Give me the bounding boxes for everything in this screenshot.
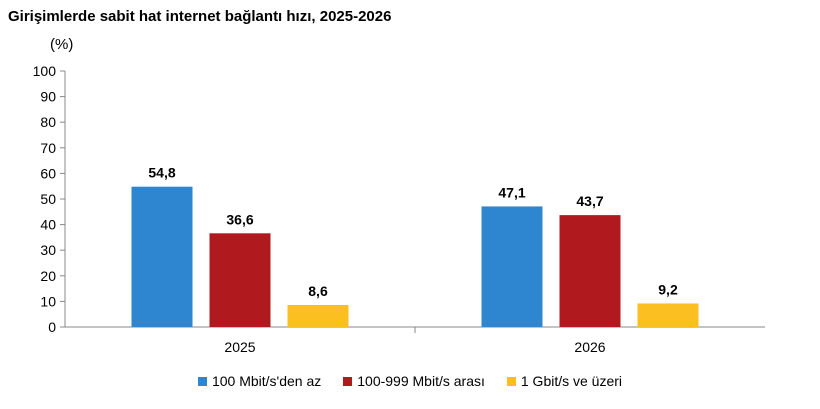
legend-label: 1 Gbit/s ve üzeri (520, 373, 623, 389)
legend-item: 1 Gbit/s ve üzeri (506, 373, 623, 389)
bar (481, 206, 543, 327)
y-tick-label: 70 (40, 140, 56, 156)
y-tick-label: 80 (40, 114, 56, 130)
legend-item: 100 Mbit/s'den az (197, 373, 322, 389)
legend-label: 100 Mbit/s'den az (211, 373, 322, 389)
data-label: 43,7 (576, 193, 603, 209)
bar (559, 215, 621, 327)
legend-label: 100-999 Mbit/s arası (357, 373, 485, 389)
y-tick-label: 20 (40, 268, 56, 284)
data-label: 8,6 (308, 283, 328, 299)
y-tick-label: 30 (40, 242, 56, 258)
data-label: 36,6 (226, 211, 253, 227)
bar (637, 303, 699, 327)
data-label: 47,1 (498, 184, 525, 200)
bar (131, 186, 193, 327)
y-tick-label: 90 (40, 89, 56, 105)
legend-item: 100-999 Mbit/s arası (343, 373, 485, 389)
legend-swatch (506, 376, 516, 386)
legend-swatch (343, 376, 353, 386)
data-label: 9,2 (658, 281, 678, 297)
chart-title: Girişimlerde sabit hat internet bağlantı… (8, 8, 392, 25)
y-tick-label: 50 (40, 191, 56, 207)
bar (287, 304, 349, 327)
y-tick-label: 40 (40, 217, 56, 233)
data-label: 54,8 (148, 165, 175, 181)
x-category-label: 2026 (574, 339, 605, 355)
bar (209, 233, 271, 327)
y-tick-label: 60 (40, 165, 56, 181)
y-tick-label: 100 (33, 63, 57, 79)
x-category-label: 2025 (224, 339, 255, 355)
y-tick-label: 0 (48, 319, 56, 335)
y-axis-unit: (%) (50, 36, 74, 53)
y-tick-label: 10 (40, 293, 56, 309)
legend: 100 Mbit/s'den az 100-999 Mbit/s arası 1 G… (0, 373, 820, 389)
legend-swatch (197, 376, 207, 386)
